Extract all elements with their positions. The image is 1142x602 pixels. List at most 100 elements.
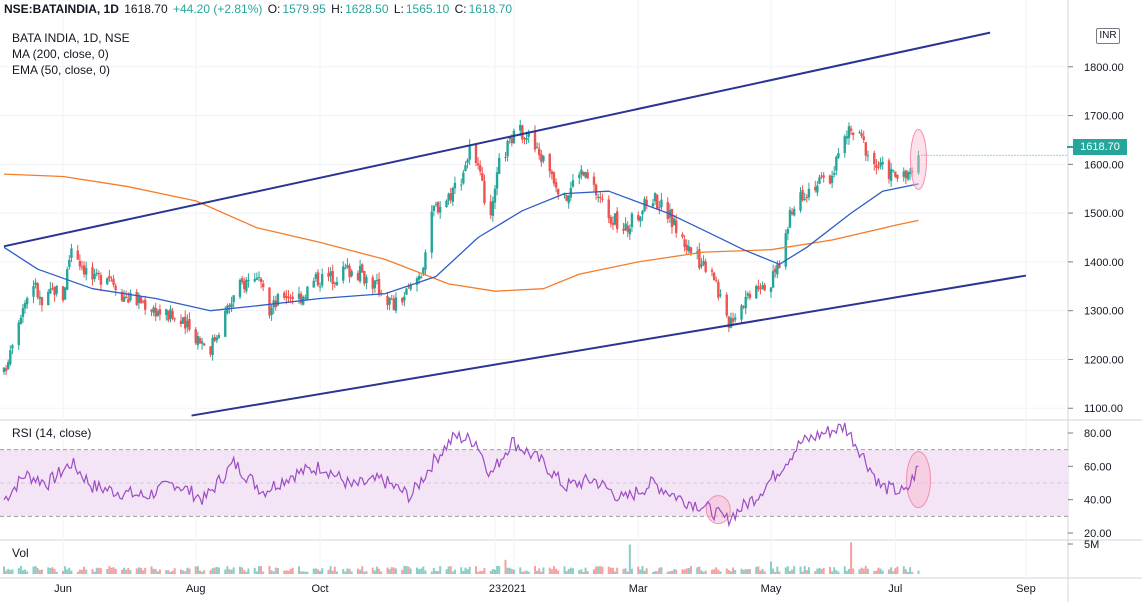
volume-bar xyxy=(372,568,374,574)
candle-body xyxy=(818,177,820,184)
rsi-legend[interactable]: RSI (14, close) xyxy=(12,426,91,440)
volume-bar xyxy=(138,567,140,574)
candle-body xyxy=(523,138,525,139)
candle-body xyxy=(578,175,580,178)
volume-bar xyxy=(169,572,171,574)
volume-bar xyxy=(669,571,671,574)
volume-bar xyxy=(770,562,772,574)
ema-legend[interactable]: EMA (50, close, 0) xyxy=(12,63,110,77)
candle-body xyxy=(761,285,763,288)
candle-body xyxy=(713,273,715,281)
volume-bar xyxy=(64,566,66,574)
candle-body xyxy=(688,246,690,251)
volume-bar xyxy=(755,567,757,574)
candle-body xyxy=(445,201,447,207)
candle-body xyxy=(142,301,144,302)
volume-bar xyxy=(848,569,850,574)
candle-body xyxy=(93,274,95,279)
candle-body xyxy=(319,286,321,287)
candle-body xyxy=(565,195,567,200)
candle-body xyxy=(83,266,85,275)
candle-body xyxy=(68,260,70,267)
candle-body xyxy=(477,163,479,165)
volume-bar xyxy=(39,570,41,574)
price-tick-label: 1600.00 xyxy=(1084,159,1124,171)
volume-bar xyxy=(165,570,167,574)
candle-body xyxy=(239,280,241,297)
volume-bar xyxy=(378,569,380,574)
time-tick-label: Jul xyxy=(888,583,902,595)
vol-legend[interactable]: Vol xyxy=(12,546,29,560)
volume-bar xyxy=(216,567,218,574)
candle-body xyxy=(595,185,597,196)
candle-body xyxy=(188,319,190,330)
candle-body xyxy=(180,321,182,324)
candle-body xyxy=(848,126,850,138)
candle-body xyxy=(730,318,732,328)
volume-bar xyxy=(684,570,686,574)
volume-bar xyxy=(304,572,306,574)
symbol-label[interactable]: NSE:BATAINDIA, 1D xyxy=(4,2,119,16)
volume-bar xyxy=(336,572,338,574)
open-label: O: xyxy=(268,2,281,16)
volume-bar xyxy=(184,571,186,574)
ma-legend[interactable]: MA (200, close, 0) xyxy=(12,47,109,61)
volume-bar xyxy=(802,572,804,574)
volume-bar xyxy=(313,569,315,574)
candle-body xyxy=(468,145,470,159)
candle-body xyxy=(513,131,515,144)
candle-body xyxy=(363,271,365,284)
candle-body xyxy=(344,268,346,269)
volume-bar xyxy=(785,567,787,574)
candle-body xyxy=(837,153,839,158)
candle-body xyxy=(865,142,867,155)
candle-body xyxy=(867,155,869,156)
volume-bar xyxy=(700,570,702,574)
price-tick-label: 1800.00 xyxy=(1084,62,1124,74)
candle-body xyxy=(348,266,350,277)
candle-body xyxy=(629,228,631,234)
candle-body xyxy=(829,175,831,183)
volume-bar xyxy=(342,569,344,574)
volume-bar xyxy=(698,567,700,574)
volume-bar xyxy=(129,570,131,574)
candle-body xyxy=(435,204,437,205)
volume-bar xyxy=(418,569,420,574)
candle-body xyxy=(245,280,247,292)
volume-bar xyxy=(656,571,658,574)
volume-bar xyxy=(315,568,317,574)
volume-bar xyxy=(245,572,247,574)
candle-body xyxy=(304,298,306,299)
candle-body xyxy=(506,141,508,156)
volume-bar xyxy=(850,542,852,574)
volume-bar xyxy=(483,568,485,574)
volume-bar xyxy=(287,571,289,574)
volume-bar xyxy=(821,569,823,574)
volume-bar xyxy=(446,569,448,574)
volume-bar xyxy=(743,570,745,574)
volume-bar xyxy=(534,566,536,574)
rsi-highlight xyxy=(907,452,931,508)
candle-body xyxy=(167,311,169,321)
candle-body xyxy=(525,138,527,140)
volume-bar xyxy=(243,570,245,574)
volume-bar xyxy=(49,568,51,574)
volume-bar xyxy=(226,566,228,574)
time-tick-label: Jun xyxy=(54,583,72,595)
candle-body xyxy=(624,223,626,230)
volume-bar xyxy=(730,571,732,574)
volume-bar xyxy=(68,568,70,574)
candle-body xyxy=(652,203,654,206)
volume-bar xyxy=(186,568,188,574)
currency-badge[interactable]: INR xyxy=(1096,28,1120,44)
volume-bar xyxy=(745,569,747,574)
candle-body xyxy=(173,318,175,319)
volume-bar xyxy=(894,568,896,574)
volume-bar xyxy=(686,568,688,574)
candle-body xyxy=(186,321,188,327)
volume-bar xyxy=(247,568,249,574)
volume-bar xyxy=(481,571,483,574)
rsi-tick-label: 40.00 xyxy=(1084,495,1112,507)
candle-body xyxy=(41,297,43,305)
